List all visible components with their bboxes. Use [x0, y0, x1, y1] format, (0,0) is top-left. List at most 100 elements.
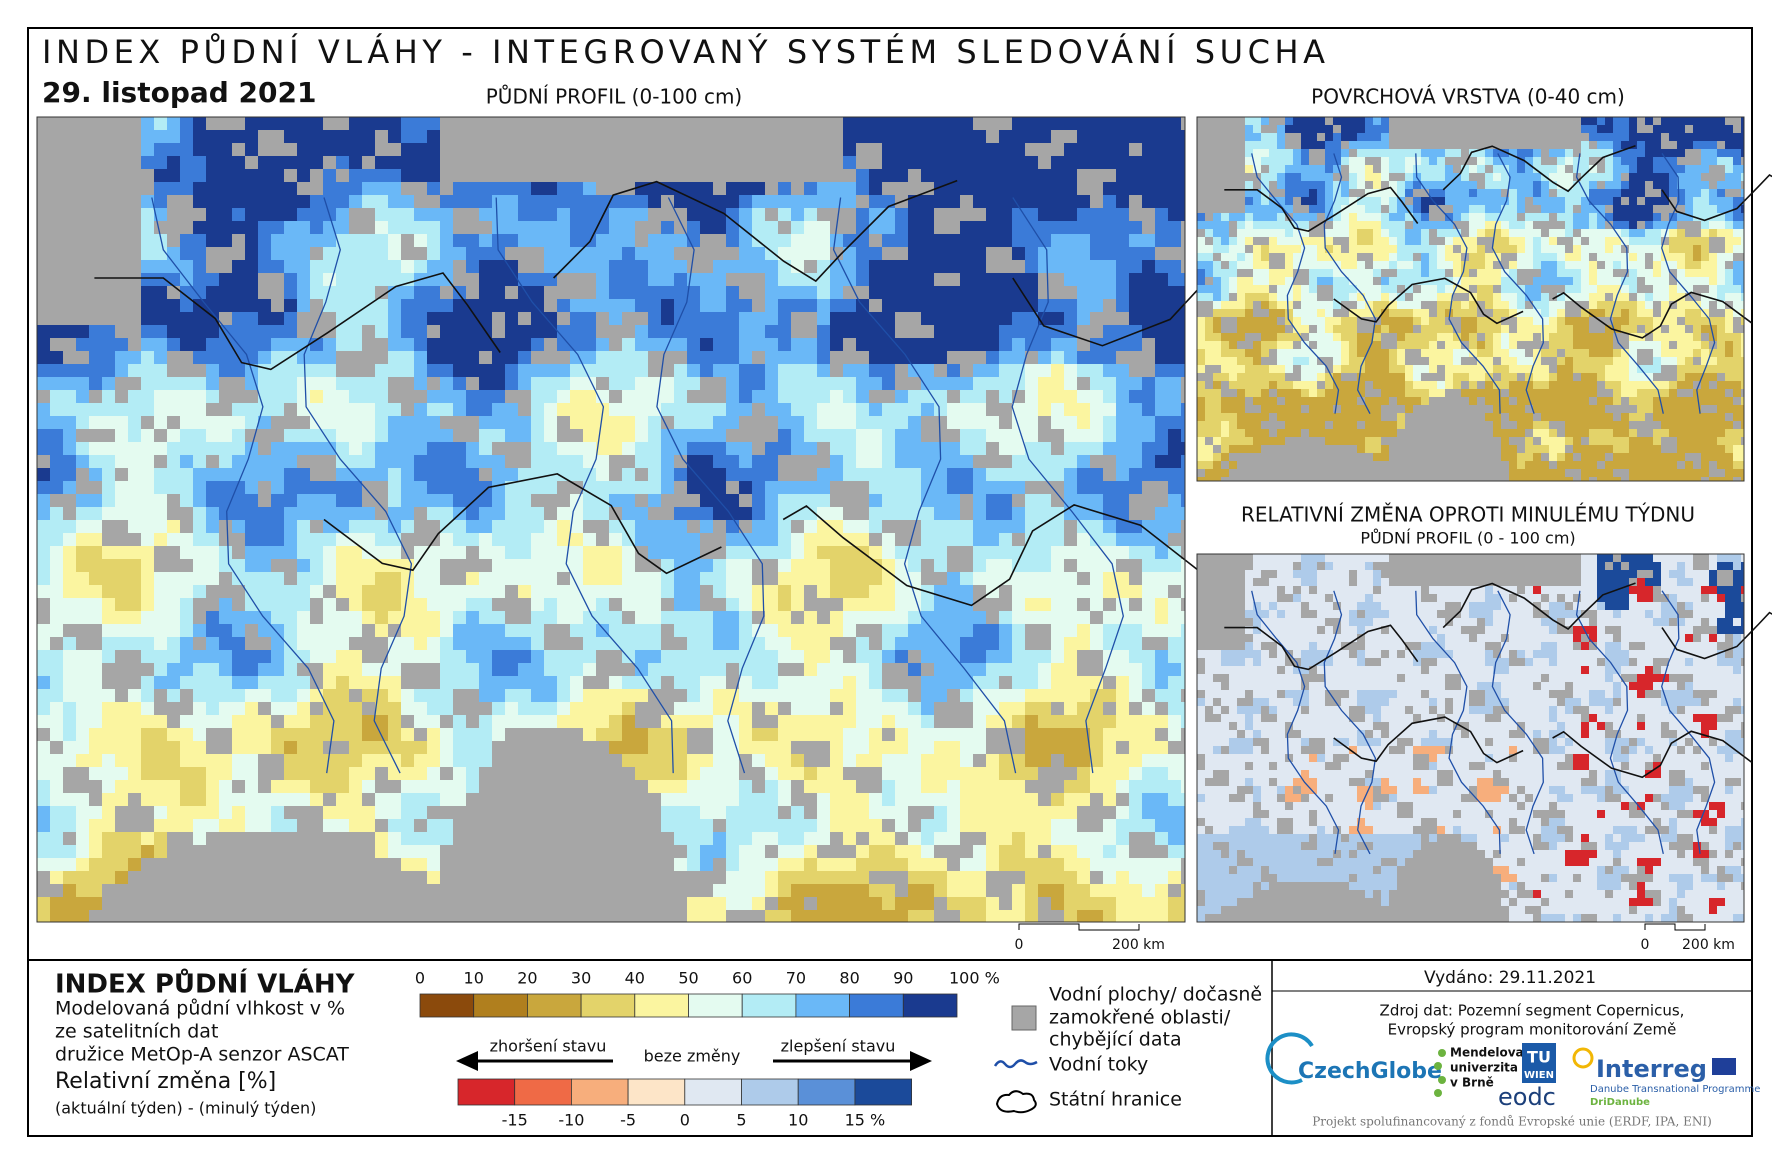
map-cell: [362, 715, 375, 728]
map-cell: [765, 312, 778, 325]
map-cell: [648, 611, 661, 624]
map-cell: [505, 260, 518, 273]
map-cell: [778, 299, 791, 312]
map-cell: [726, 468, 739, 481]
map-cell: [817, 585, 830, 598]
map-cell: [1025, 130, 1038, 143]
map-cell: [1038, 377, 1051, 390]
map-cell: [1025, 845, 1038, 858]
map-cell: [700, 819, 713, 832]
map-cell: [1557, 173, 1565, 181]
map-cell: [1261, 261, 1269, 269]
map-cell: [1155, 221, 1168, 234]
map-cell: [1025, 364, 1038, 377]
map-cell: [765, 624, 778, 637]
map-cell: [635, 390, 648, 403]
map-cell: [531, 546, 544, 559]
map-cell: [63, 455, 76, 468]
map-cell: [1129, 715, 1142, 728]
map-cell: [570, 208, 583, 221]
map-cell: [1357, 221, 1365, 229]
map-cell: [791, 208, 804, 221]
map-cell: [154, 754, 167, 767]
map-cell: [1213, 237, 1221, 245]
map-cell: [1077, 689, 1090, 702]
map-cell: [466, 481, 479, 494]
map-cell: [167, 169, 180, 182]
map-cell: [960, 429, 973, 442]
map-cell: [1589, 149, 1597, 157]
map-cell: [310, 715, 323, 728]
map-cell: [908, 286, 921, 299]
map-cell: [570, 520, 583, 533]
map-cell: [700, 780, 713, 793]
map-cell: [1181, 156, 1185, 169]
map-cell: [362, 520, 375, 533]
map-cell: [713, 689, 726, 702]
map-cell: [960, 884, 973, 897]
map-cell: [180, 377, 193, 390]
map-cell: [1155, 143, 1168, 156]
map-cell: [791, 221, 804, 234]
map-cell: [1090, 598, 1103, 611]
map-cell: [739, 637, 752, 650]
map-cell: [232, 494, 245, 507]
map-cell: [1501, 213, 1509, 221]
map-cell: [674, 338, 687, 351]
map-cell: [570, 325, 583, 338]
map-cell: [1597, 213, 1605, 221]
map-cell: [830, 299, 843, 312]
map-cell: [1309, 197, 1317, 205]
map-cell: [1012, 156, 1025, 169]
map-cell: [310, 390, 323, 403]
map-cell: [1077, 299, 1090, 312]
map-cell: [63, 676, 76, 689]
map-cell: [843, 520, 856, 533]
map-cell: [427, 650, 440, 663]
map-cell: [726, 793, 739, 806]
map-cell: [362, 468, 375, 481]
map-cell: [1373, 197, 1381, 205]
map-cell: [37, 897, 50, 910]
map-cell: [791, 585, 804, 598]
map-cell: [791, 858, 804, 871]
map-cell: [947, 585, 960, 598]
map-cell: [362, 130, 375, 143]
map-cell: [960, 390, 973, 403]
map-cell: [726, 338, 739, 351]
map-cell: [830, 715, 843, 728]
map-cell: [674, 442, 687, 455]
map-cell: [570, 312, 583, 325]
map-cell: [1709, 117, 1717, 125]
map-cell: [661, 533, 674, 546]
map-cell: [1181, 559, 1185, 572]
map-cell: [973, 260, 986, 273]
map-cell: [453, 481, 466, 494]
map-cell: [1725, 221, 1733, 229]
map-cell: [1012, 195, 1025, 208]
map-cell: [1077, 507, 1090, 520]
map-cell: [765, 377, 778, 390]
map-cell: [1038, 832, 1051, 845]
map-cell: [271, 637, 284, 650]
map-cell: [531, 598, 544, 611]
map-cell: [895, 156, 908, 169]
map-cell: [895, 221, 908, 234]
map-cell: [1064, 156, 1077, 169]
map-cell: [1293, 125, 1301, 133]
map-cell: [791, 832, 804, 845]
map-cell: [804, 299, 817, 312]
map-cell: [1205, 269, 1213, 277]
map-cell: [830, 507, 843, 520]
map-cell: [1309, 189, 1317, 197]
map-cell: [1064, 624, 1077, 637]
map-cell: [1613, 221, 1621, 229]
map-cell: [1129, 897, 1142, 910]
map-cell: [1077, 156, 1090, 169]
map-cell: [1025, 312, 1038, 325]
map-cell: [531, 481, 544, 494]
map-cell: [63, 689, 76, 702]
map-cell: [687, 533, 700, 546]
map-cell: [1741, 205, 1744, 213]
map-cell: [401, 325, 414, 338]
